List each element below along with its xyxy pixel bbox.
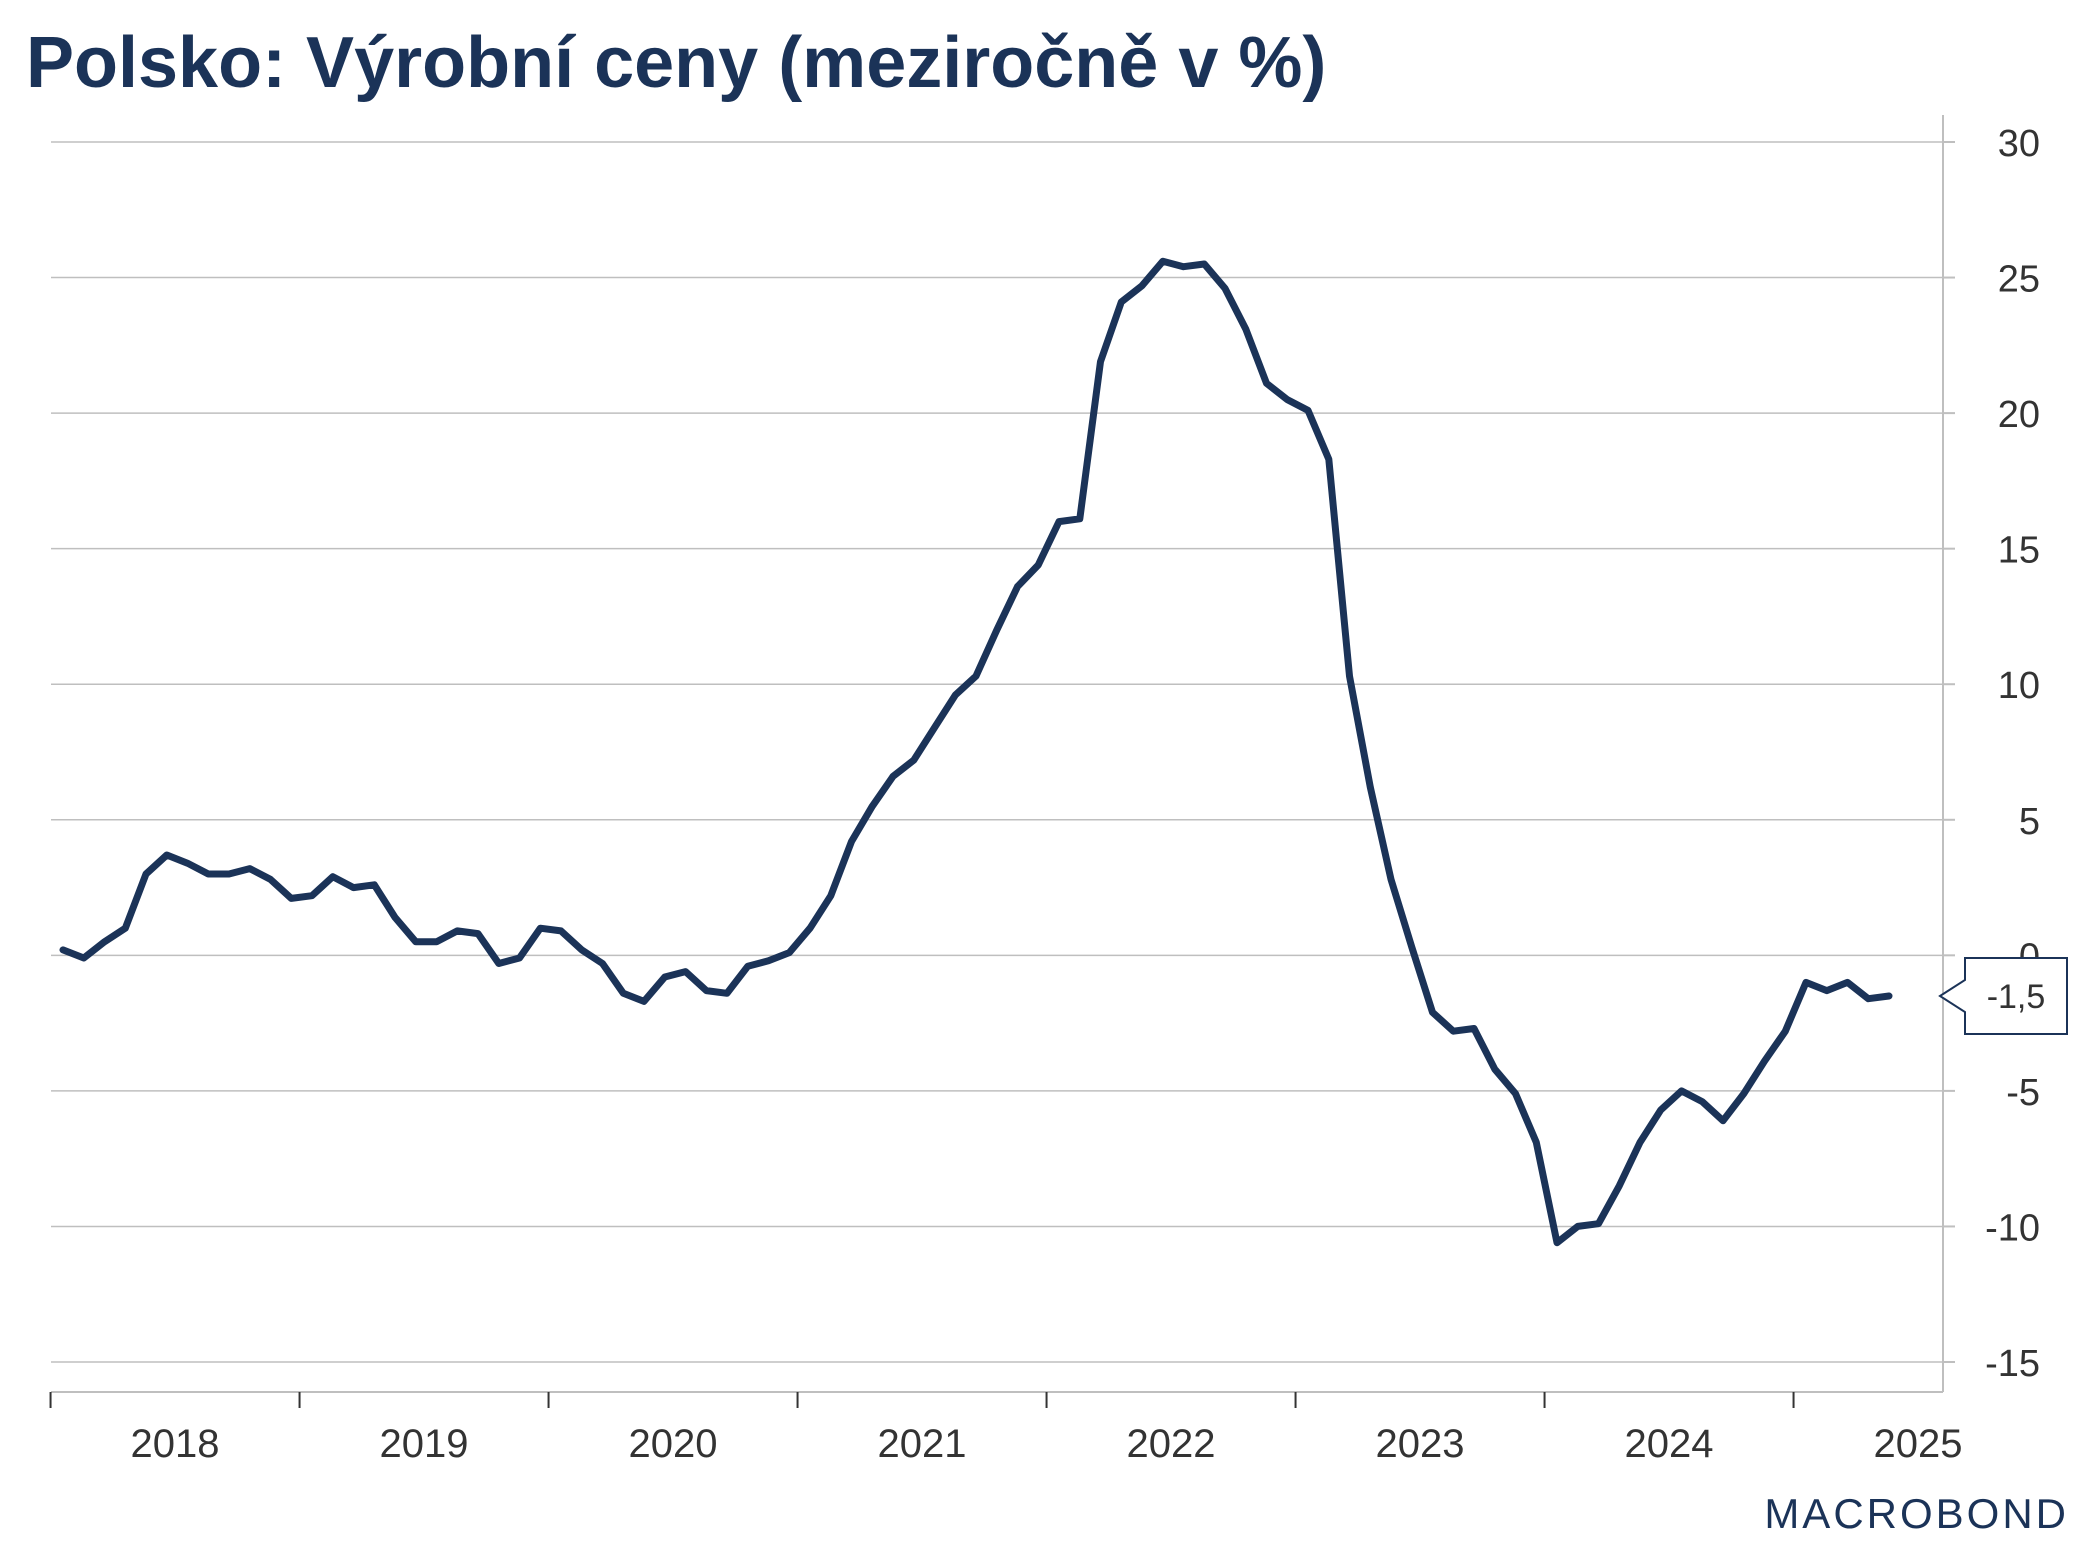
last-value-callout: -1,5 — [1938, 957, 2068, 1035]
x-tick-label: 2024 — [1625, 1422, 1714, 1466]
y-tick-label: 20 — [1998, 394, 2040, 436]
y-tick-label: -10 — [1985, 1207, 2040, 1249]
y-tick-label: -5 — [2006, 1072, 2040, 1114]
x-tick-label: 2018 — [131, 1422, 220, 1466]
axes — [51, 115, 1944, 1393]
x-tick-label: 2023 — [1376, 1422, 1465, 1466]
x-tick-label: 2025 — [1874, 1422, 1963, 1466]
x-tick-labels: 2018 2019 2020 2021 2022 2023 2024 2025 — [49, 1392, 1963, 1466]
y-tick-label: 30 — [1998, 123, 2040, 165]
x-tick-label: 2019 — [380, 1422, 469, 1466]
series-group — [59, 257, 1893, 1247]
x-tick-label: 2021 — [878, 1422, 967, 1466]
y-tick-label: 15 — [1998, 530, 2040, 572]
gridlines — [51, 141, 1955, 1363]
series-line — [59, 257, 1893, 1247]
y-tick-label: 5 — [2019, 801, 2040, 843]
y-tick-labels: 302520151050-5-10-15 — [1985, 123, 2040, 1385]
y-tick-label: 25 — [1998, 259, 2040, 301]
y-tick-label: 10 — [1998, 665, 2040, 707]
chart-title: Polsko: Výrobní ceny (meziročně v %) — [26, 23, 1327, 103]
last-value-label: -1,5 — [1987, 978, 2046, 1016]
x-tick-label: 2020 — [629, 1422, 718, 1466]
macrobond-logo: MACROBOND — [1764, 1490, 2069, 1537]
y-tick-label: -15 — [1985, 1343, 2040, 1385]
x-tick-label: 2022 — [1127, 1422, 1216, 1466]
last-value-callout-box — [1938, 957, 2068, 1035]
